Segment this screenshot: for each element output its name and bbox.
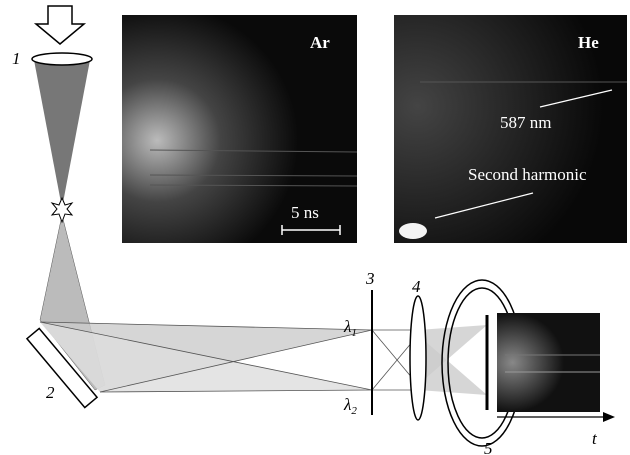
- annotation: Second harmonic: [468, 165, 587, 184]
- annotation: 587 nm: [500, 113, 551, 132]
- label: λ1: [343, 317, 357, 339]
- cone: [34, 60, 90, 208]
- label: 1: [12, 49, 21, 68]
- panel-title: He: [578, 33, 599, 52]
- figure: 1 2 3 λ1 λ2 4 t 5 Ar 5 ns He 587 nm: [0, 0, 630, 455]
- panel-title: Ar: [310, 33, 330, 52]
- label: 4: [412, 277, 421, 296]
- label: 2: [46, 383, 55, 402]
- lens: [32, 53, 92, 65]
- input-arrow: [36, 6, 84, 44]
- he-spot: [399, 223, 427, 239]
- label: t: [592, 429, 598, 448]
- label: 3: [365, 269, 375, 288]
- label: 5: [484, 439, 493, 455]
- focus: [52, 198, 72, 222]
- time-axis: [603, 412, 615, 422]
- label: λ2: [343, 395, 357, 417]
- lens: [410, 296, 426, 420]
- scale-label: 5 ns: [291, 203, 319, 222]
- streak-image: [497, 313, 600, 412]
